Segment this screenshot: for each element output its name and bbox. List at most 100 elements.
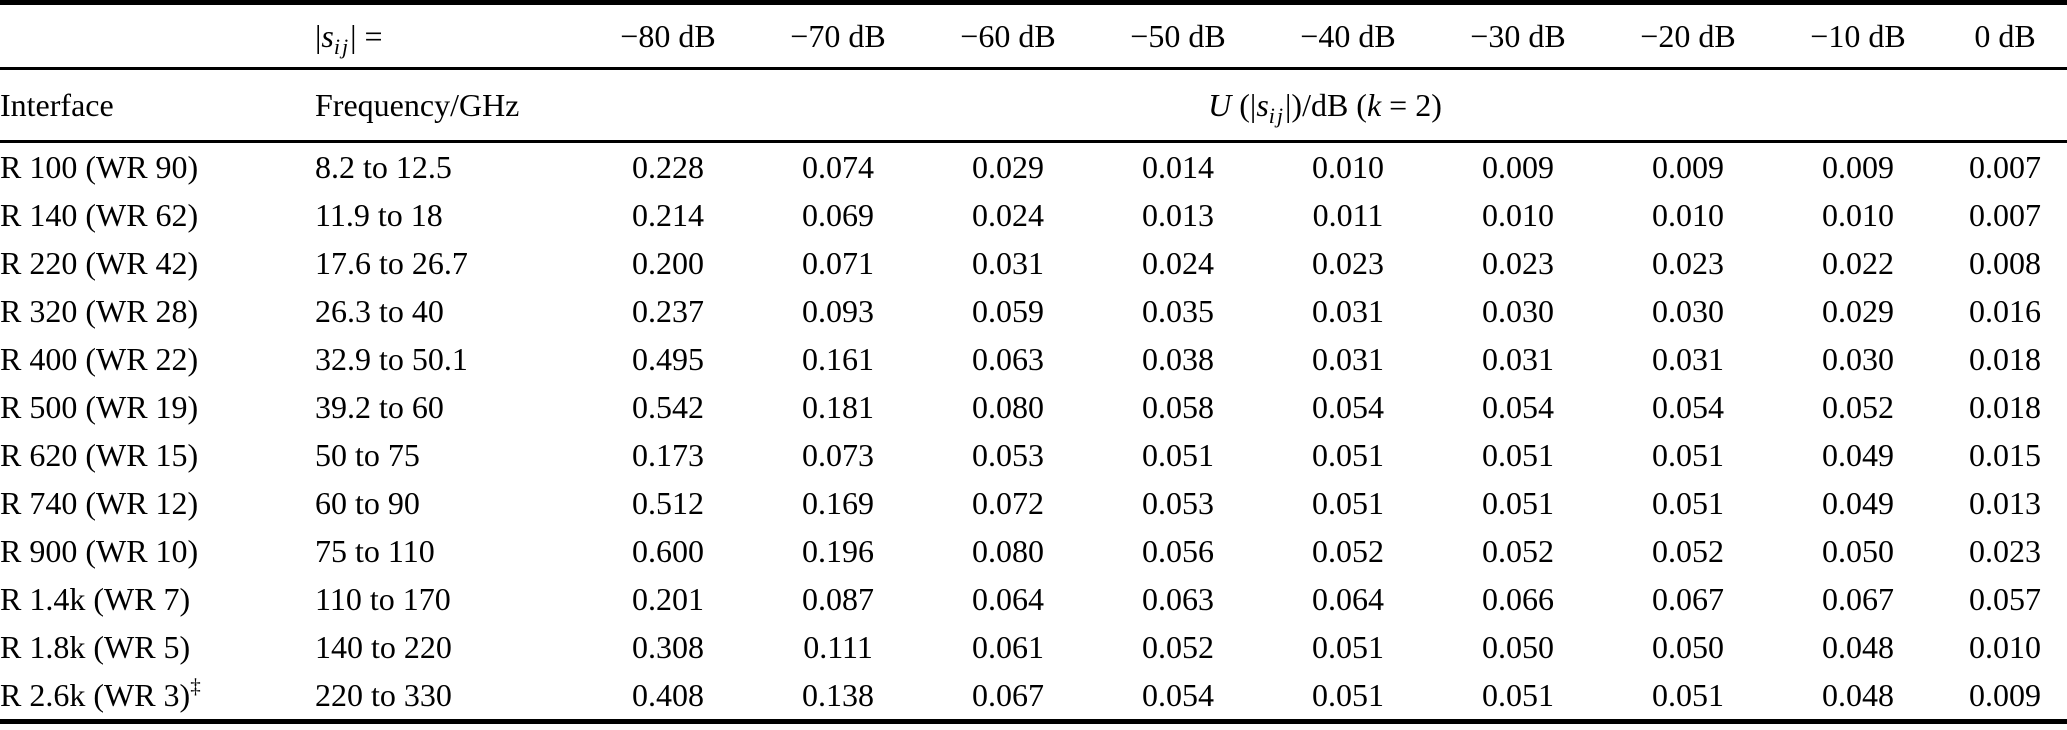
uncertainty-value-cell: 0.052 [1652,532,1724,569]
frequency-header-cell: Frequency/GHz [315,68,583,143]
uncertainty-value-cell: 0.015 [1969,436,2041,473]
interface-cell: R 900 (WR 10) [0,532,199,569]
uncertainty-value-cell: 0.018 [1969,340,2041,377]
table-row: R 1.4k (WR 7) 110 to 170 0.201 0.087 0.064 0.… [0,575,2067,623]
table-row: R 400 (WR 22) 32.9 to 50.1 0.495 0.161 0.063… [0,335,2067,383]
frequency-cell: 140 to 220 [315,628,452,665]
uncertainty-value-cell: 0.061 [972,628,1044,665]
uncertainty-value-cell: 0.010 [1969,628,2041,665]
header-row-column-titles: Interface Frequency/GHz U (|sij|)/dB (k … [0,68,2067,143]
frequency-cell: 75 to 110 [315,532,435,569]
uncertainty-value-cell: 0.009 [1822,148,1894,185]
uncertainty-value-cell: 0.023 [1312,244,1384,281]
uncertainty-value-cell: 0.228 [632,148,704,185]
db-level-header-cell: −80 dB [583,2,753,70]
uncertainty-value-cell: 0.051 [1652,676,1724,713]
interface-cell: R 2.6k (WR 3)‡ [0,673,201,713]
u-close: |)/dB ( [1285,86,1367,123]
uncertainty-value-cell: 0.050 [1652,628,1724,665]
uncertainty-value-cell: 0.031 [1312,340,1384,377]
uncertainty-value-cell: 0.067 [1822,580,1894,617]
uncertainty-value-cell: 0.031 [1312,292,1384,329]
uncertainty-value-cell: 0.054 [1482,388,1554,425]
uncertainty-value-cell: 0.054 [1312,388,1384,425]
uncertainty-value-cell: 0.010 [1482,196,1554,233]
db-level-header-cell: −50 dB [1093,2,1263,70]
uncertainty-value-cell: 0.049 [1822,436,1894,473]
s-label-post: | = [350,17,383,54]
uncertainty-value-cell: 0.054 [1652,388,1724,425]
uncertainty-value-cell: 0.052 [1482,532,1554,569]
frequency-cell: 11.9 to 18 [315,196,443,233]
uncertainty-value-cell: 0.023 [1969,532,2041,569]
uncertainty-value-cell: 0.408 [632,676,704,713]
uncertainty-value-cell: 0.013 [1969,484,2041,521]
uncertainty-value-cell: 0.031 [1482,340,1554,377]
uncertainty-value-cell: 0.071 [802,244,874,281]
db-level-header-cell: −40 dB [1263,2,1433,70]
frequency-cell: 60 to 90 [315,484,420,521]
uncertainty-value-cell: 0.201 [632,580,704,617]
uncertainty-value-cell: 0.063 [1142,580,1214,617]
uncertainty-value-cell: 0.052 [1142,628,1214,665]
interface-cell: R 400 (WR 22) [0,340,199,377]
frequency-cell: 8.2 to 12.5 [315,148,452,185]
uncertainty-value-cell: 0.067 [972,676,1044,713]
uncertainty-value-cell: 0.031 [1652,340,1724,377]
uncertainty-value-cell: 0.007 [1969,196,2041,233]
uncertainty-header-cell: U (|sij|)/dB (k = 2) [583,68,2067,143]
table-row: R 740 (WR 12) 60 to 90 0.512 0.169 0.072 0.05… [0,479,2067,527]
uncertainty-value-cell: 0.011 [1312,196,1384,233]
uncertainty-value-cell: 0.059 [972,292,1044,329]
db-level-header-cell: −10 dB [1773,2,1943,70]
u-s-subscript: ij [1268,102,1285,128]
uncertainty-value-cell: 0.138 [802,676,874,713]
uncertainty-value-cell: 0.010 [1312,148,1384,185]
uncertainty-value-cell: 0.009 [1969,676,2041,713]
s-label-pre: | [315,17,322,54]
uncertainty-value-cell: 0.181 [802,388,874,425]
table-header: |sij| = −80 dB −70 dB −60 dB −50 dB −40 dB −3… [0,2,2067,143]
uncertainty-value-cell: 0.080 [972,388,1044,425]
uncertainty-value-cell: 0.048 [1822,628,1894,665]
uncertainty-value-cell: 0.009 [1652,148,1724,185]
uncertainty-value-cell: 0.196 [802,532,874,569]
interface-cell: R 500 (WR 19) [0,388,199,425]
uncertainty-value-cell: 0.007 [1969,148,2041,185]
uncertainty-value-cell: 0.051 [1482,436,1554,473]
db-level-header-cell: −70 dB [753,2,923,70]
uncertainty-value-cell: 0.013 [1142,196,1214,233]
uncertainty-value-cell: 0.030 [1482,292,1554,329]
uncertainty-value-cell: 0.053 [972,436,1044,473]
uncertainty-value-cell: 0.051 [1142,436,1214,473]
table-row: R 900 (WR 10) 75 to 110 0.600 0.196 0.080 0.0… [0,527,2067,575]
uncertainty-value-cell: 0.052 [1312,532,1384,569]
table-row: R 2.6k (WR 3)‡ 220 to 330 0.408 0.138 0.067 0… [0,671,2067,722]
interface-cell: R 100 (WR 90) [0,148,199,185]
uncertainty-value-cell: 0.058 [1142,388,1214,425]
uncertainty-value-cell: 0.495 [632,340,704,377]
frequency-cell: 17.6 to 26.7 [315,244,468,281]
interface-cell: R 220 (WR 42) [0,244,199,281]
frequency-cell: 39.2 to 60 [315,388,444,425]
db-level-header-cell: −20 dB [1603,2,1773,70]
frequency-cell: 110 to 170 [315,580,451,617]
uncertainty-value-cell: 0.051 [1312,484,1384,521]
uncertainty-value-cell: 0.072 [972,484,1044,521]
uncertainty-value-cell: 0.030 [1822,340,1894,377]
u-open: (| [1231,86,1257,123]
uncertainty-value-cell: 0.069 [802,196,874,233]
uncertainty-value-cell: 0.063 [972,340,1044,377]
table-row: R 500 (WR 19) 39.2 to 60 0.542 0.181 0.080 0.… [0,383,2067,431]
u-symbol: U [1208,86,1232,123]
uncertainty-value-cell: 0.200 [632,244,704,281]
interface-cell: R 140 (WR 62) [0,196,199,233]
uncertainty-value-cell: 0.161 [802,340,874,377]
table-row: R 320 (WR 28) 26.3 to 40 0.237 0.093 0.059 0.… [0,287,2067,335]
uncertainty-value-cell: 0.169 [802,484,874,521]
uncertainty-value-cell: 0.087 [802,580,874,617]
db-level-header-cell: 0 dB [1943,2,2067,70]
uncertainty-value-cell: 0.067 [1652,580,1724,617]
uncertainty-value-cell: 0.030 [1652,292,1724,329]
